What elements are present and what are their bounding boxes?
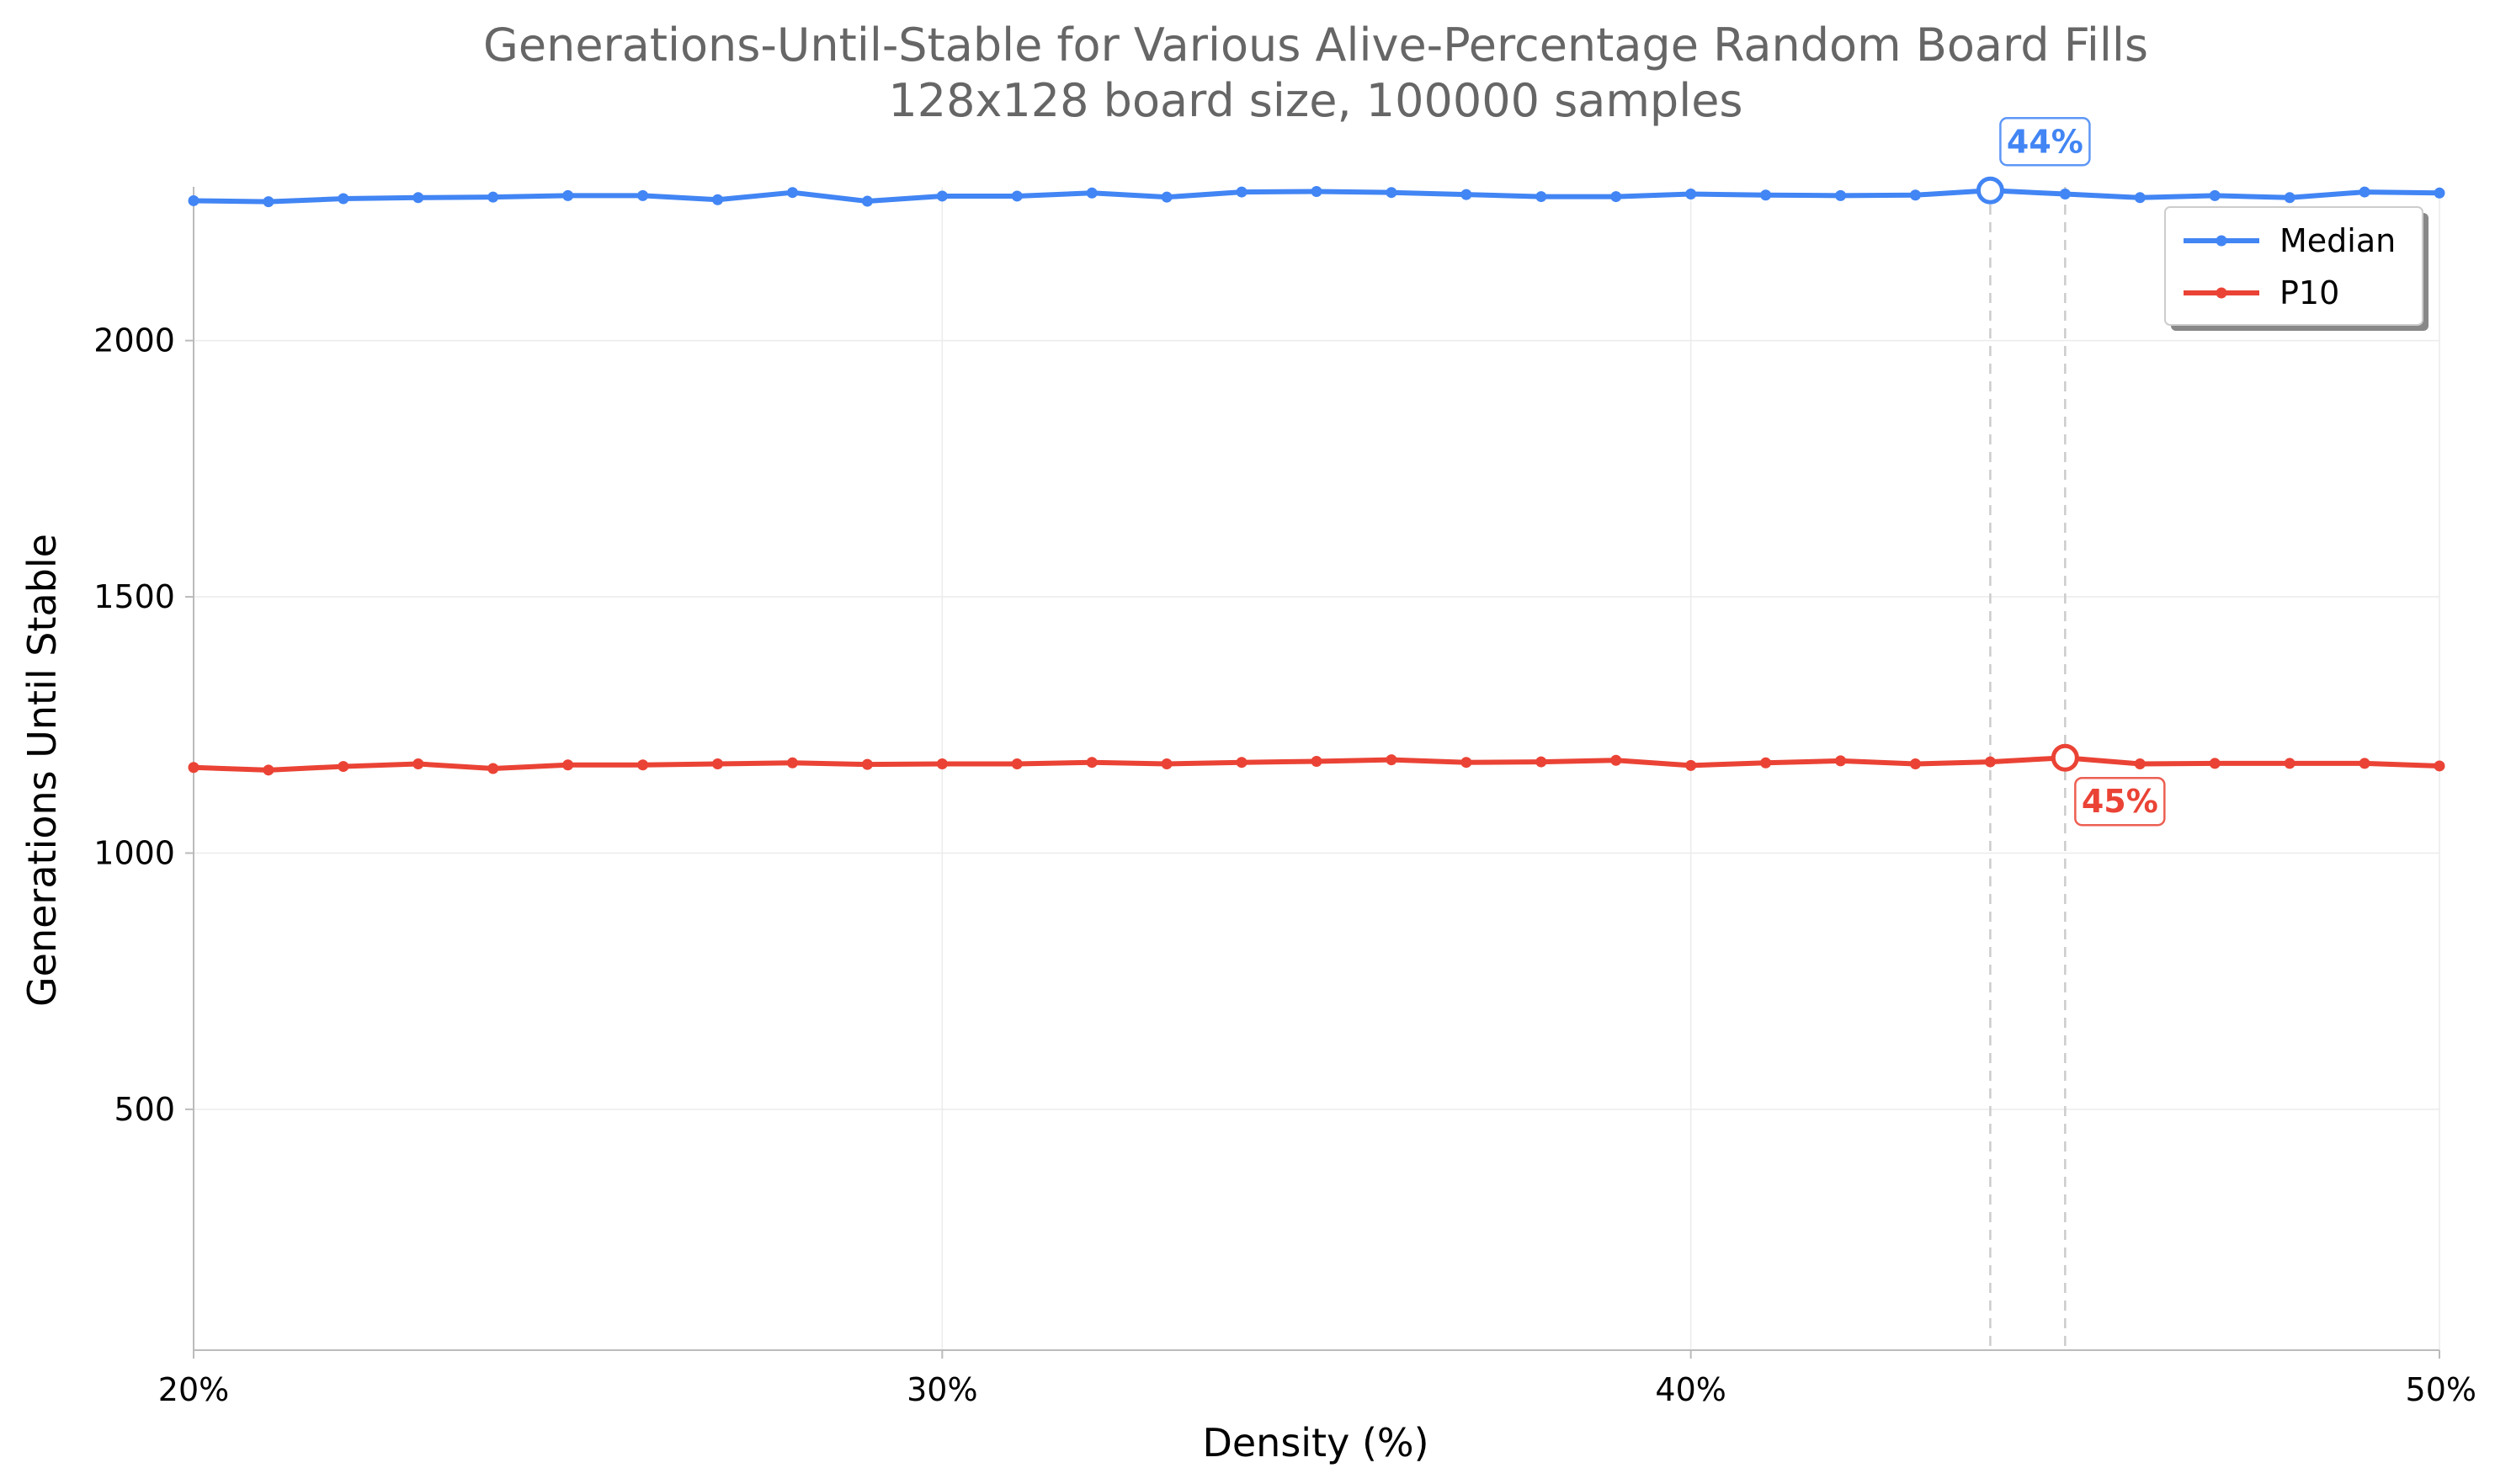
data-point	[263, 764, 274, 776]
data-point	[936, 758, 948, 770]
annotation-box	[2074, 776, 2166, 827]
legend-label: Median	[2280, 222, 2396, 259]
annotations: 44% 45%	[1976, 117, 2166, 827]
data-point	[637, 759, 649, 771]
y-tick-label: 2000	[93, 322, 175, 359]
data-point	[1909, 758, 1921, 770]
data-point	[786, 187, 798, 199]
data-point	[1835, 189, 1847, 201]
data-point	[1086, 187, 1098, 199]
x-tick-label: 30%	[907, 1371, 977, 1408]
data-point	[1909, 189, 1921, 201]
data-point	[2359, 186, 2370, 198]
data-point	[1236, 757, 1248, 769]
data-point	[338, 761, 349, 773]
y-tick-label: 500	[114, 1091, 175, 1128]
data-point	[1460, 757, 1472, 769]
data-point	[712, 194, 724, 205]
x-tick-label: 20%	[158, 1371, 229, 1408]
data-point	[2284, 192, 2296, 204]
data-point	[1685, 189, 1697, 200]
data-point	[1610, 191, 1622, 203]
legend-label: P10	[2280, 274, 2339, 311]
data-point	[2434, 760, 2445, 772]
x-ticks: 20% 30% 40% 50%	[158, 1350, 2476, 1408]
data-point	[1835, 755, 1847, 767]
data-point	[487, 763, 499, 774]
data-point	[861, 758, 873, 770]
data-point	[338, 193, 349, 205]
data-point	[2209, 758, 2221, 769]
y-ticks: 500 1000 1500 2000	[93, 322, 194, 1128]
data-point	[2209, 189, 2221, 201]
data-point	[412, 192, 424, 204]
peak-point	[2051, 743, 2079, 772]
data-point	[2284, 758, 2296, 769]
data-point	[1610, 754, 1622, 766]
series-median	[188, 184, 2445, 208]
data-point	[1386, 187, 1397, 199]
x-tick-label: 40%	[1655, 1371, 1726, 1408]
legend-marker	[2216, 287, 2227, 299]
data-point	[1984, 756, 1996, 768]
x-axis-label: Density (%)	[1202, 1420, 1428, 1465]
annotation-box	[1999, 117, 2091, 167]
data-point	[1535, 756, 1547, 768]
data-point	[2134, 192, 2146, 204]
data-point	[1685, 759, 1697, 771]
data-point	[1236, 186, 1248, 198]
data-point	[1161, 758, 1173, 770]
data-point	[1161, 191, 1173, 203]
data-point	[412, 758, 424, 770]
data-point	[2134, 758, 2146, 770]
data-point	[188, 194, 199, 206]
legend-marker	[2216, 235, 2227, 247]
y-tick-label: 1000	[93, 834, 175, 871]
chart-subtitle: 128x128 board size, 100000 samples	[888, 74, 1742, 127]
data-point	[1011, 190, 1023, 202]
data-point	[1086, 757, 1098, 769]
legend-item-median: Median	[2184, 222, 2396, 259]
chart-title: Generations-Until-Stable for Various Ali…	[483, 19, 2148, 72]
data-point	[637, 189, 649, 201]
peak-markers	[1989, 187, 2067, 1350]
series-p10	[188, 752, 2445, 776]
data-point	[861, 195, 873, 207]
data-point	[1386, 754, 1397, 766]
data-point	[562, 759, 574, 771]
data-point	[2359, 758, 2370, 769]
data-point	[188, 762, 199, 774]
data-point	[1011, 758, 1023, 770]
data-point	[936, 190, 948, 202]
data-point	[1760, 757, 1772, 769]
data-point	[263, 196, 274, 208]
data-point	[2434, 187, 2445, 199]
data-point	[1535, 191, 1547, 203]
data-point	[2059, 189, 2071, 200]
data-point	[1311, 185, 1322, 197]
data-point	[786, 757, 798, 769]
legend: Median P10	[2164, 206, 2429, 331]
y-axis-label: Generations Until Stable	[19, 534, 65, 1007]
annotation-label: 44%	[2007, 123, 2083, 160]
data-point	[1460, 189, 1472, 200]
legend-item-p10: P10	[2184, 274, 2339, 311]
data-point	[712, 758, 724, 770]
annotation-label: 45%	[2082, 783, 2158, 820]
peak-point	[1976, 176, 2004, 205]
data-point	[1760, 189, 1772, 201]
data-point	[1311, 755, 1322, 767]
y-tick-label: 1500	[93, 578, 175, 615]
x-tick-label: 50%	[2406, 1371, 2476, 1408]
data-point	[562, 189, 574, 201]
series-group	[188, 184, 2445, 776]
data-point	[487, 191, 499, 203]
